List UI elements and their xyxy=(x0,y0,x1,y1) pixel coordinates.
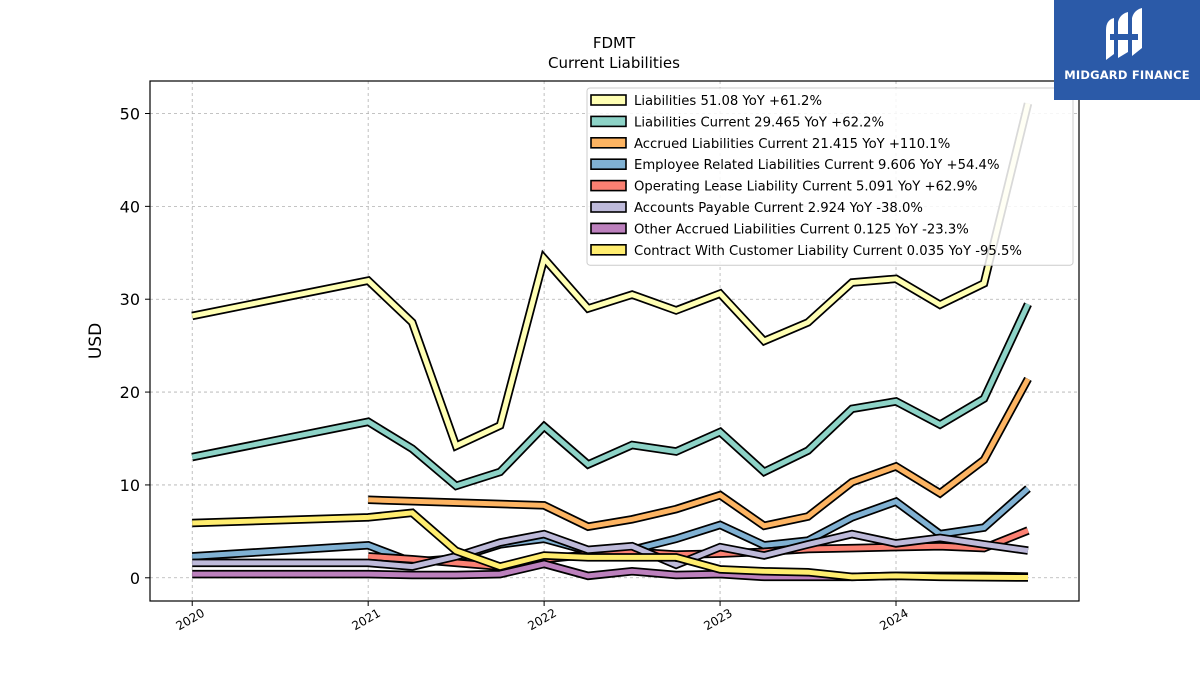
legend-entry: Employee Related Liabilities Current 9.6… xyxy=(634,158,999,173)
logo-mark-icon xyxy=(1106,8,1142,60)
brand-name: MIDGARD FINANCE xyxy=(1064,68,1190,82)
plot-frame xyxy=(149,80,1080,602)
legend-entry: Other Accrued Liabilities Current 0.125 … xyxy=(634,222,969,237)
y-tick-label: 20 xyxy=(120,383,140,402)
legend-swatch xyxy=(590,115,627,128)
legend-swatch xyxy=(590,222,627,235)
brand-logo: MIDGARD FINANCE xyxy=(1054,0,1200,100)
legend-entry: Accounts Payable Current 2.924 YoY -38.0… xyxy=(634,201,923,216)
legend-swatch xyxy=(590,137,627,149)
legend-swatch xyxy=(590,179,627,192)
series-line xyxy=(191,303,1031,489)
legend-swatch xyxy=(590,244,627,256)
legend-entry: Liabilities Current 29.465 YoY +62.2% xyxy=(634,115,884,130)
series-line xyxy=(192,531,1029,570)
legend-entry: Liabilities 51.08 YoY +61.2% xyxy=(634,94,822,109)
legend-swatch xyxy=(590,94,627,106)
y-tick-label: 0 xyxy=(130,569,140,588)
legend-entry: Operating Lease Liability Current 5.091 … xyxy=(634,180,977,195)
legend-swatch xyxy=(590,201,627,213)
y-tick-label: 30 xyxy=(120,290,140,309)
legend-swatch xyxy=(590,158,627,170)
series-line xyxy=(191,102,1031,450)
y-tick-label: 50 xyxy=(120,105,140,124)
y-axis-label: USD xyxy=(86,323,106,359)
legend-box xyxy=(586,87,1074,266)
legend-entry: Accrued Liabilities Current 21.415 YoY +… xyxy=(634,137,950,152)
legend: Liabilities 51.08 YoY +61.2% Liabilities … xyxy=(586,87,1074,266)
chart-subtitle: Current Liabilities xyxy=(548,54,680,72)
series-lines xyxy=(191,102,1033,582)
series-line xyxy=(368,377,1031,530)
legend-entry: Contract With Customer Liability Current… xyxy=(634,244,1022,259)
chart-title: FDMT xyxy=(593,34,636,52)
y-tick-label: 40 xyxy=(120,197,140,216)
series-line xyxy=(192,510,1029,580)
y-tick-label: 10 xyxy=(120,476,140,495)
